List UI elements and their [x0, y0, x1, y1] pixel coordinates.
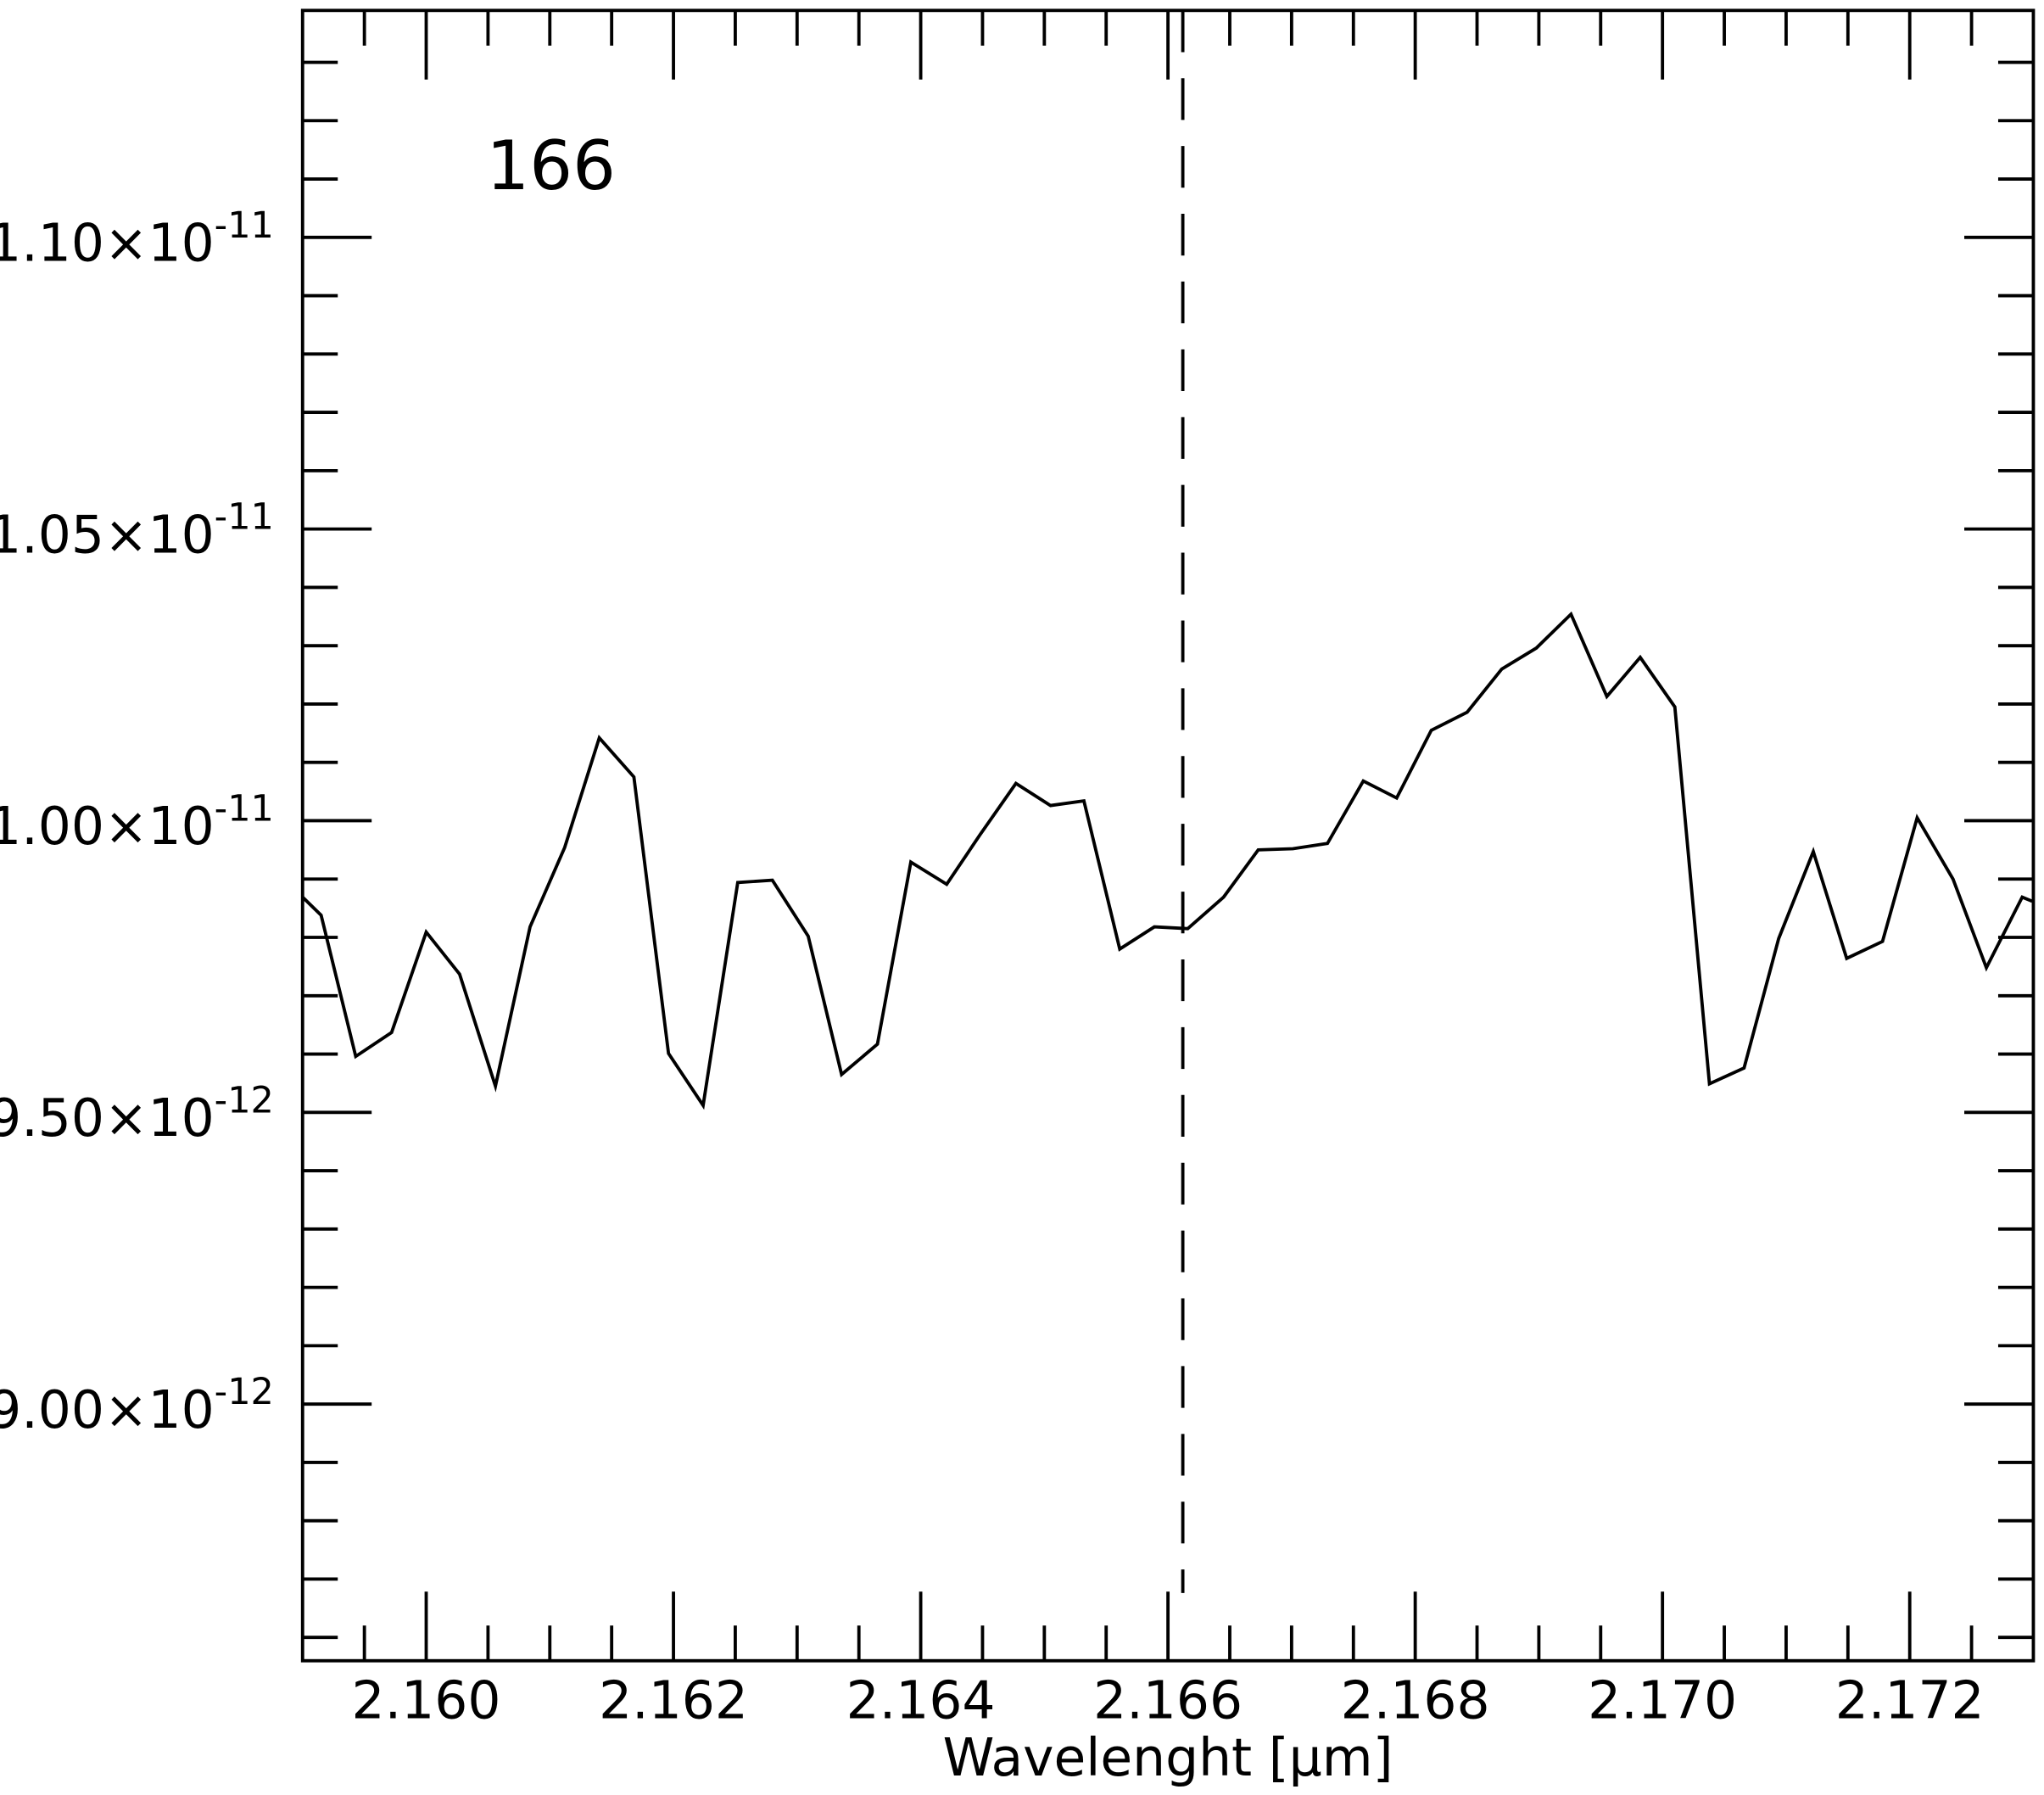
- y-tick-label: 1.10×10-11: [0, 204, 274, 274]
- y-tick-mantissa: 9.50×10: [0, 1088, 215, 1149]
- data-line: [302, 611, 2033, 1110]
- y-tick-label: 1.05×10-11: [0, 496, 274, 566]
- y-tick-label: 9.00×10-12: [0, 1371, 274, 1440]
- x-axis-label: Wavelenght [μm]: [943, 1728, 1393, 1788]
- x-tick-label: 2.168: [1341, 1670, 1490, 1731]
- y-tick-label: 9.50×10-12: [0, 1079, 274, 1149]
- y-tick-mantissa: 9.00×10: [0, 1380, 215, 1440]
- y-tick-mantissa: 1.05×10: [0, 505, 215, 565]
- y-tick-label: 1.00×10-11: [0, 787, 274, 857]
- y-tick-exponent: -11: [215, 496, 274, 539]
- x-tick-label: 2.166: [1093, 1670, 1243, 1731]
- x-tick-label: 2.172: [1835, 1670, 1985, 1731]
- x-tick-label: 2.160: [352, 1670, 501, 1731]
- y-tick-exponent: -11: [215, 204, 274, 247]
- y-tick-exponent: -12: [215, 1079, 274, 1121]
- y-tick-exponent: -12: [215, 1371, 274, 1413]
- y-tick-exponent: -11: [215, 787, 274, 830]
- x-tick-label: 2.170: [1588, 1670, 1737, 1731]
- plot-frame: [300, 8, 2036, 1663]
- x-tick-label: 2.164: [846, 1670, 996, 1731]
- y-tick-mantissa: 1.10×10: [0, 213, 215, 273]
- annotation: 166: [486, 126, 616, 205]
- y-tick-mantissa: 1.00×10: [0, 797, 215, 857]
- x-tick-label: 2.162: [599, 1670, 748, 1731]
